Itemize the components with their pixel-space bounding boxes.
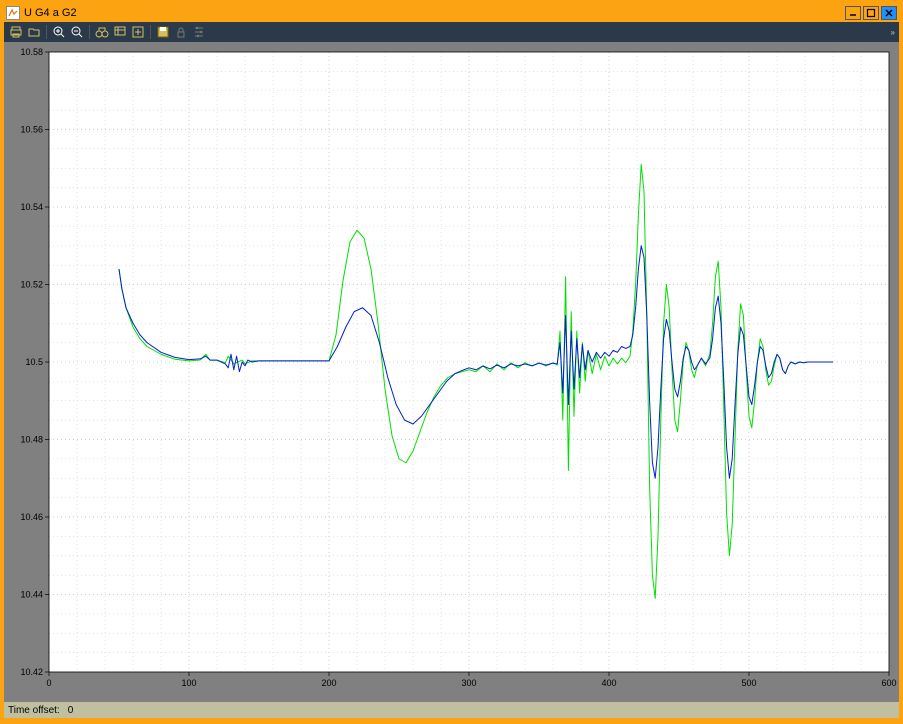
save-icon[interactable] bbox=[155, 24, 171, 40]
open-icon[interactable] bbox=[26, 24, 42, 40]
svg-text:10.54: 10.54 bbox=[20, 202, 43, 212]
zoom-out-icon[interactable] bbox=[69, 24, 85, 40]
settings-icon[interactable] bbox=[191, 24, 207, 40]
statusbar: Time offset: 0 bbox=[4, 702, 899, 718]
toolbar-overflow-icon[interactable]: » bbox=[885, 28, 895, 37]
svg-text:200: 200 bbox=[321, 678, 336, 688]
close-button[interactable] bbox=[881, 6, 897, 20]
svg-text:300: 300 bbox=[461, 678, 476, 688]
svg-text:600: 600 bbox=[881, 678, 896, 688]
window-frame: U G4 a G2 bbox=[0, 0, 903, 724]
svg-text:10.52: 10.52 bbox=[20, 280, 43, 290]
window-title: U G4 a G2 bbox=[24, 7, 845, 19]
plot-area[interactable]: 0 100 200 300 400 500 600 10.42 10.44 10.46 10.48 1… bbox=[4, 42, 899, 702]
pan-icon[interactable] bbox=[130, 24, 146, 40]
binoculars-icon[interactable] bbox=[94, 24, 110, 40]
svg-text:10.48: 10.48 bbox=[20, 435, 43, 445]
svg-text:10.44: 10.44 bbox=[20, 590, 43, 600]
svg-text:10.58: 10.58 bbox=[20, 47, 43, 57]
toolbar: » bbox=[4, 22, 899, 42]
svg-text:10.46: 10.46 bbox=[20, 512, 43, 522]
print-icon[interactable] bbox=[8, 24, 24, 40]
zoom-in-icon[interactable] bbox=[51, 24, 67, 40]
data-cursor-icon[interactable] bbox=[112, 24, 128, 40]
toolbar-separator bbox=[150, 25, 151, 39]
toolbar-separator bbox=[46, 25, 47, 39]
minimize-button[interactable] bbox=[845, 6, 861, 20]
svg-text:400: 400 bbox=[601, 678, 616, 688]
titlebar[interactable]: U G4 a G2 bbox=[4, 4, 899, 22]
svg-text:10.5: 10.5 bbox=[25, 357, 43, 367]
toolbar-separator bbox=[89, 25, 90, 39]
lock-icon[interactable] bbox=[173, 24, 189, 40]
svg-text:0: 0 bbox=[46, 678, 51, 688]
status-value: 0 bbox=[68, 705, 74, 716]
maximize-button[interactable] bbox=[863, 6, 879, 20]
svg-text:10.56: 10.56 bbox=[20, 125, 43, 135]
chart-svg: 0 100 200 300 400 500 600 10.42 10.44 10.46 10.48 1… bbox=[4, 42, 899, 702]
app-icon bbox=[6, 6, 20, 20]
svg-text:500: 500 bbox=[741, 678, 756, 688]
svg-text:100: 100 bbox=[181, 678, 196, 688]
status-label: Time offset: bbox=[8, 705, 60, 716]
window-buttons bbox=[845, 6, 897, 20]
svg-text:10.42: 10.42 bbox=[20, 667, 43, 677]
